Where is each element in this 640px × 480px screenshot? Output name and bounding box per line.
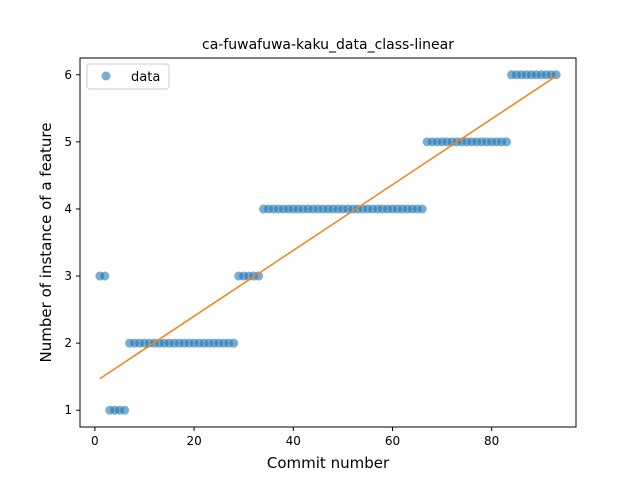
legend-box — [86, 63, 170, 90]
chart-title: ca-fuwafuwa-kaku_data_class-linear — [202, 37, 454, 53]
x-tick-label: 40 — [286, 434, 301, 448]
y-tick-label: 3 — [64, 269, 72, 283]
y-axis-ticks: 1 2 3 4 5 6 — [64, 68, 80, 417]
data-point — [502, 137, 512, 147]
data-point — [229, 338, 239, 348]
x-tick-label: 20 — [186, 434, 201, 448]
fit-line — [99, 75, 557, 380]
x-axis-ticks: 0 20 40 60 80 — [91, 427, 499, 448]
x-tick-label: 0 — [91, 434, 99, 448]
data-point — [417, 204, 427, 214]
x-tick-label: 60 — [385, 434, 400, 448]
y-tick-label: 4 — [64, 202, 72, 216]
data-point — [254, 271, 264, 281]
legend: data — [86, 63, 170, 90]
y-axis-label: Number of instance of a feature — [37, 123, 55, 363]
legend-label-data: data — [131, 70, 160, 85]
plot-area — [95, 70, 561, 415]
y-tick-label: 2 — [64, 336, 72, 350]
axes-frame — [79, 57, 577, 428]
y-tick-label: 5 — [64, 135, 72, 149]
y-tick-label: 6 — [64, 68, 72, 82]
data-point — [120, 405, 130, 415]
x-axis-label: Commit number — [267, 454, 390, 472]
x-tick-label: 80 — [484, 434, 499, 448]
data-point — [100, 271, 110, 281]
legend-marker-data — [101, 71, 111, 81]
y-tick-label: 1 — [64, 403, 72, 417]
